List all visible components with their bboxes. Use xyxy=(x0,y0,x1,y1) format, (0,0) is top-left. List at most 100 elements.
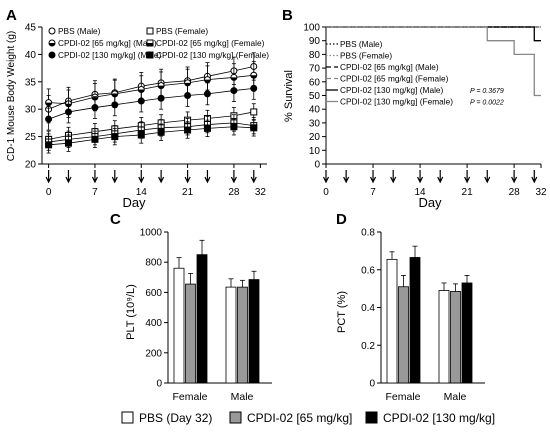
c-category-label: Female xyxy=(172,391,207,403)
panel-c-label: C xyxy=(110,211,121,228)
b-legend-label: PBS (Female) xyxy=(340,51,392,61)
a-y-tick-label: 25 xyxy=(25,132,37,143)
d-bar xyxy=(438,290,450,384)
a-marker xyxy=(157,94,165,102)
a-legend-label: CPDI-02 [65 mg/kg] (Male) xyxy=(58,38,157,48)
a-marker-half xyxy=(49,43,55,46)
c-y-tick-label: 600 xyxy=(145,288,162,299)
a-series-line xyxy=(48,126,254,146)
b-y-tick-label: 70 xyxy=(309,64,321,75)
c-y-axis-title: PLT (10⁹/L) xyxy=(125,284,137,340)
a-dose-arrow-icon xyxy=(111,170,118,184)
d-bar xyxy=(386,258,398,384)
c-y-tick-label: 800 xyxy=(145,258,162,269)
panel-d-pct: 0 0.2 0.4 0.6 0.8 Female Male PCT (%) xyxy=(336,228,485,403)
a-y-tick-label: 45 xyxy=(25,23,37,34)
c-bar xyxy=(225,286,237,384)
b-p-value-female: P = 0.0022 xyxy=(470,100,504,107)
a-series-line xyxy=(48,111,254,140)
c-y-tick-label: 1000 xyxy=(140,228,163,239)
a-marker xyxy=(157,128,165,136)
a-x-tick-label: 7 xyxy=(92,187,98,198)
b-y-tick-label: 60 xyxy=(309,77,321,88)
a-y-tick-label: 35 xyxy=(25,77,37,88)
b-y-tick-label: 20 xyxy=(309,132,321,143)
legend-label-65: CPDI-02 [65 mg/kg] xyxy=(247,411,352,425)
c-y-tick-label: 200 xyxy=(145,348,162,359)
d-bar xyxy=(398,286,409,384)
a-dose-arrow-icon xyxy=(138,170,145,184)
a-marker xyxy=(250,84,258,92)
a-marker xyxy=(137,131,145,139)
b-y-tick-label: 80 xyxy=(309,50,321,61)
d-category-label: Male xyxy=(444,391,467,403)
b-y-tick-label: 40 xyxy=(309,105,321,116)
a-dose-arrow-icon xyxy=(204,170,211,184)
a-legend-label: CPDI-02 [130 mg/kg] (Male) xyxy=(58,50,162,60)
b-y-tick-label: 0 xyxy=(314,160,320,171)
b-y-tick-label: 10 xyxy=(309,146,321,157)
c-bar xyxy=(248,279,260,384)
b-dose-arrow-icon xyxy=(322,170,330,184)
legend-swatch-pbs xyxy=(121,411,134,424)
c-bar xyxy=(173,267,185,384)
a-series-line xyxy=(48,122,254,143)
b-x-tick-label: 32 xyxy=(535,187,547,198)
b-x-axis-title: Day xyxy=(418,195,442,210)
a-marker xyxy=(230,87,238,95)
a-marker xyxy=(230,123,238,131)
a-marker xyxy=(146,51,154,59)
b-legend-label: CPDI-02 [130 mg/kg] (Male) xyxy=(340,85,444,95)
a-marker xyxy=(111,101,119,109)
c-y-tick-label: 400 xyxy=(145,318,162,329)
b-legend-label: CPDI-02 [65 mg/kg] (Male) xyxy=(340,62,439,72)
a-x-tick-label: 21 xyxy=(182,187,194,198)
panel-c-plt: 0 200 400 600 800 1000 Female Male PLT (10⁹/L) xyxy=(125,228,272,403)
d-bar xyxy=(409,257,421,384)
b-x-tick-label: 14 xyxy=(415,187,427,198)
a-marker xyxy=(111,133,119,141)
panel-a-body-weight: 20 25 30 35 40 45 0 7 14 21 28 32 PBS (Male) PBS (F… xyxy=(6,23,269,211)
b-y-tick-label: 90 xyxy=(309,36,321,47)
b-y-tick-label: 30 xyxy=(309,118,321,129)
d-y-tick-label: 0 xyxy=(369,379,375,390)
legend-label-pbs: PBS (Day 32) xyxy=(139,411,212,425)
legend-swatch-130 xyxy=(365,411,378,424)
d-y-tick-label: 0.2 xyxy=(361,341,375,352)
a-x-tick-label: 28 xyxy=(228,187,240,198)
b-x-tick-label: 21 xyxy=(462,187,474,198)
bottom-legend: PBS (Day 32) CPDI-02 [65 mg/kg] CPDI-02 … xyxy=(121,411,495,425)
a-x-tick-label: 0 xyxy=(46,187,52,198)
a-y-tick-label: 40 xyxy=(25,50,37,61)
a-marker xyxy=(91,135,99,143)
a-marker-half xyxy=(147,43,153,46)
a-marker xyxy=(184,126,192,134)
a-marker xyxy=(250,108,258,116)
a-legend-label: CPDI-02 [65 mg/kg] (Female) xyxy=(156,38,265,48)
panel-d-label: D xyxy=(336,211,347,228)
b-dose-arrow-icon xyxy=(369,170,377,184)
a-marker xyxy=(48,27,56,35)
d-bar xyxy=(450,291,461,384)
a-marker xyxy=(203,124,211,132)
a-dose-arrow-icon xyxy=(158,170,165,184)
a-marker xyxy=(184,92,192,99)
c-bar xyxy=(185,283,196,384)
b-dose-arrow-icon xyxy=(343,170,350,184)
a-marker-half xyxy=(45,102,52,106)
a-marker xyxy=(45,115,53,123)
a-marker xyxy=(203,90,211,98)
c-category-label: Male xyxy=(231,391,254,403)
a-legend-label: PBS (Female) xyxy=(156,26,208,36)
d-y-tick-label: 0.4 xyxy=(361,303,375,314)
d-y-tick-label: 0.8 xyxy=(361,228,375,239)
c-bar xyxy=(237,286,248,384)
a-marker xyxy=(64,108,72,116)
b-p-value-male: P = 0.3679 xyxy=(470,88,504,95)
b-dose-arrow-icon xyxy=(531,170,538,184)
d-category-label: Female xyxy=(385,391,420,403)
a-series-2 xyxy=(45,61,258,118)
b-dose-arrow-icon xyxy=(464,170,471,184)
a-marker xyxy=(137,97,145,105)
